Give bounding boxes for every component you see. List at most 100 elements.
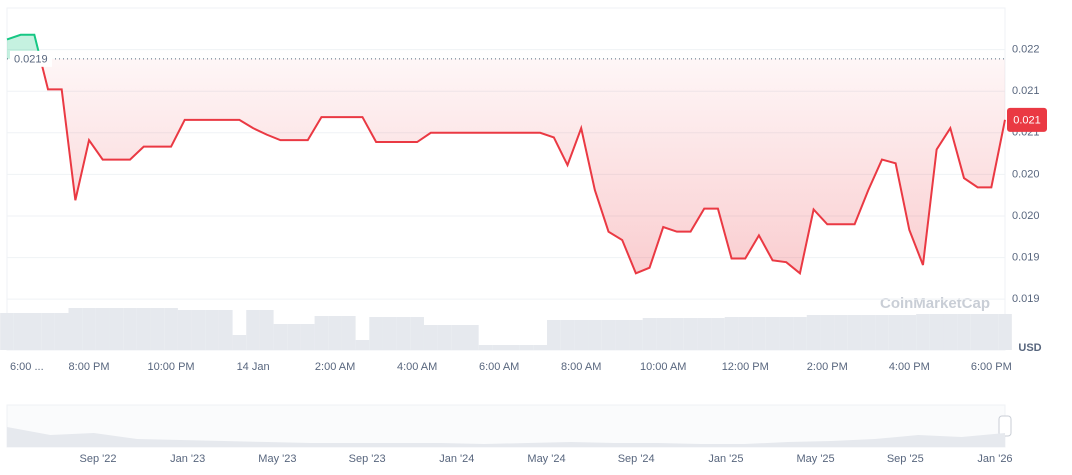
x-tick-label: 14 Jan bbox=[237, 361, 270, 373]
navigator-label: Jan '26 bbox=[977, 453, 1012, 465]
volume-bar bbox=[54, 313, 69, 350]
volume-bar bbox=[451, 325, 465, 350]
down-area bbox=[40, 58, 1005, 274]
volume-bar bbox=[984, 314, 999, 350]
x-tick-label: 8:00 AM bbox=[561, 361, 601, 373]
volume-bar bbox=[464, 325, 479, 350]
volume-bar bbox=[847, 315, 862, 350]
y-tick-label: 0.022 bbox=[1012, 44, 1040, 56]
volume-bar bbox=[670, 318, 684, 350]
navigator-label: Jan '24 bbox=[439, 453, 474, 465]
volume-bar bbox=[902, 315, 917, 350]
volume-bar bbox=[41, 313, 55, 350]
volume-bar bbox=[355, 340, 370, 350]
x-tick-label: 12:00 PM bbox=[722, 361, 769, 373]
y-tick-label: 0.020 bbox=[1012, 168, 1040, 180]
volume-bar bbox=[861, 315, 876, 350]
volume-bar bbox=[929, 314, 944, 350]
volume-bar bbox=[642, 318, 657, 350]
volume-bar bbox=[0, 313, 14, 350]
y-tick-label: 0.021 bbox=[1012, 85, 1040, 97]
volume-bar bbox=[396, 317, 411, 350]
navigator-label: Sep '23 bbox=[349, 453, 386, 465]
volume-bar bbox=[806, 315, 821, 350]
volume-bar bbox=[943, 314, 958, 350]
y-tick-label: 0.019 bbox=[1012, 251, 1040, 263]
volume-bar bbox=[547, 320, 561, 350]
navigator-label: Jan '23 bbox=[170, 453, 205, 465]
volume-bar bbox=[95, 308, 110, 350]
volume-bar bbox=[998, 314, 1012, 350]
navigator-label: May '25 bbox=[797, 453, 835, 465]
volume-bar bbox=[765, 317, 780, 350]
current-price-label: 0.021 bbox=[1013, 115, 1041, 127]
volume-bar bbox=[656, 318, 671, 350]
navigator-label: Sep '24 bbox=[618, 453, 655, 465]
volume-bar bbox=[177, 310, 192, 350]
x-tick-label: 10:00 AM bbox=[640, 361, 686, 373]
x-tick-label: 6:00 PM bbox=[971, 361, 1012, 373]
volume-bar bbox=[875, 315, 889, 350]
current-price-tag bbox=[1007, 107, 1047, 132]
x-tick-label: 4:00 PM bbox=[889, 361, 930, 373]
volume-bar bbox=[683, 318, 698, 350]
volume-bar bbox=[560, 320, 575, 350]
reference-label: 0.0219 bbox=[14, 54, 48, 66]
volume-bar bbox=[68, 308, 83, 350]
volume-bar bbox=[273, 324, 288, 350]
navigator-label: Jan '25 bbox=[708, 453, 743, 465]
volume-bar bbox=[123, 308, 137, 350]
volume-bar bbox=[437, 325, 452, 350]
volume-bar bbox=[191, 310, 206, 350]
volume-bar bbox=[164, 308, 178, 350]
volume-bar bbox=[957, 314, 971, 350]
volume-bar bbox=[820, 315, 835, 350]
volume-bar bbox=[27, 313, 42, 350]
volume-bar bbox=[574, 320, 589, 350]
navigator-label: May '24 bbox=[527, 453, 565, 465]
volume-bar bbox=[779, 317, 794, 350]
navigator-label: May '23 bbox=[258, 453, 296, 465]
y-tick-label: 0.020 bbox=[1012, 210, 1040, 222]
volume-bar bbox=[13, 313, 28, 350]
x-tick-label: 6:00 ... bbox=[10, 361, 44, 373]
y-tick-label: 0.019 bbox=[1012, 293, 1040, 305]
volume-bar bbox=[506, 345, 520, 350]
volume-bar bbox=[136, 308, 151, 350]
volume-bar bbox=[916, 314, 930, 350]
volume-bar bbox=[711, 318, 725, 350]
volume-bar bbox=[328, 316, 342, 350]
navigator-label: Sep '25 bbox=[887, 453, 924, 465]
x-tick-label: 2:00 AM bbox=[315, 361, 355, 373]
volume-bar bbox=[478, 345, 493, 350]
x-tick-label: 4:00 AM bbox=[397, 361, 437, 373]
down-area-group bbox=[39, 58, 1006, 276]
volume-bar bbox=[246, 310, 260, 350]
x-tick-label: 8:00 PM bbox=[69, 361, 110, 373]
volume-bar bbox=[382, 317, 397, 350]
volume-bar bbox=[205, 310, 219, 350]
navigator-label: Sep '22 bbox=[80, 453, 117, 465]
x-tick-label: 6:00 AM bbox=[479, 361, 519, 373]
navigator-area bbox=[7, 427, 1005, 447]
reference-label-bg bbox=[10, 50, 52, 67]
volume-bar bbox=[259, 310, 274, 350]
volume-bar bbox=[410, 317, 424, 350]
volume-bar bbox=[109, 308, 124, 350]
watermark: CoinMarketCap bbox=[880, 295, 990, 312]
volume-bar bbox=[601, 320, 616, 350]
volume-bar bbox=[341, 316, 356, 350]
volume-bar bbox=[970, 314, 985, 350]
volume-bar bbox=[82, 308, 96, 350]
x-tick-label: 2:00 PM bbox=[807, 361, 848, 373]
volume-bar bbox=[423, 325, 438, 350]
y-unit: USD bbox=[1018, 342, 1041, 354]
x-tick-label: 10:00 PM bbox=[148, 361, 195, 373]
volume-bar bbox=[888, 315, 903, 350]
volume-bar bbox=[492, 345, 506, 350]
volume-bar bbox=[150, 308, 165, 350]
volume-bar bbox=[615, 320, 630, 350]
volume-bar bbox=[724, 317, 739, 350]
price-line bbox=[39, 58, 1006, 276]
